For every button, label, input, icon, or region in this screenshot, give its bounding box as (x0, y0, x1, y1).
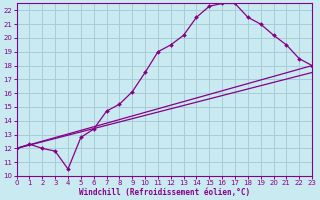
X-axis label: Windchill (Refroidissement éolien,°C): Windchill (Refroidissement éolien,°C) (79, 188, 250, 197)
